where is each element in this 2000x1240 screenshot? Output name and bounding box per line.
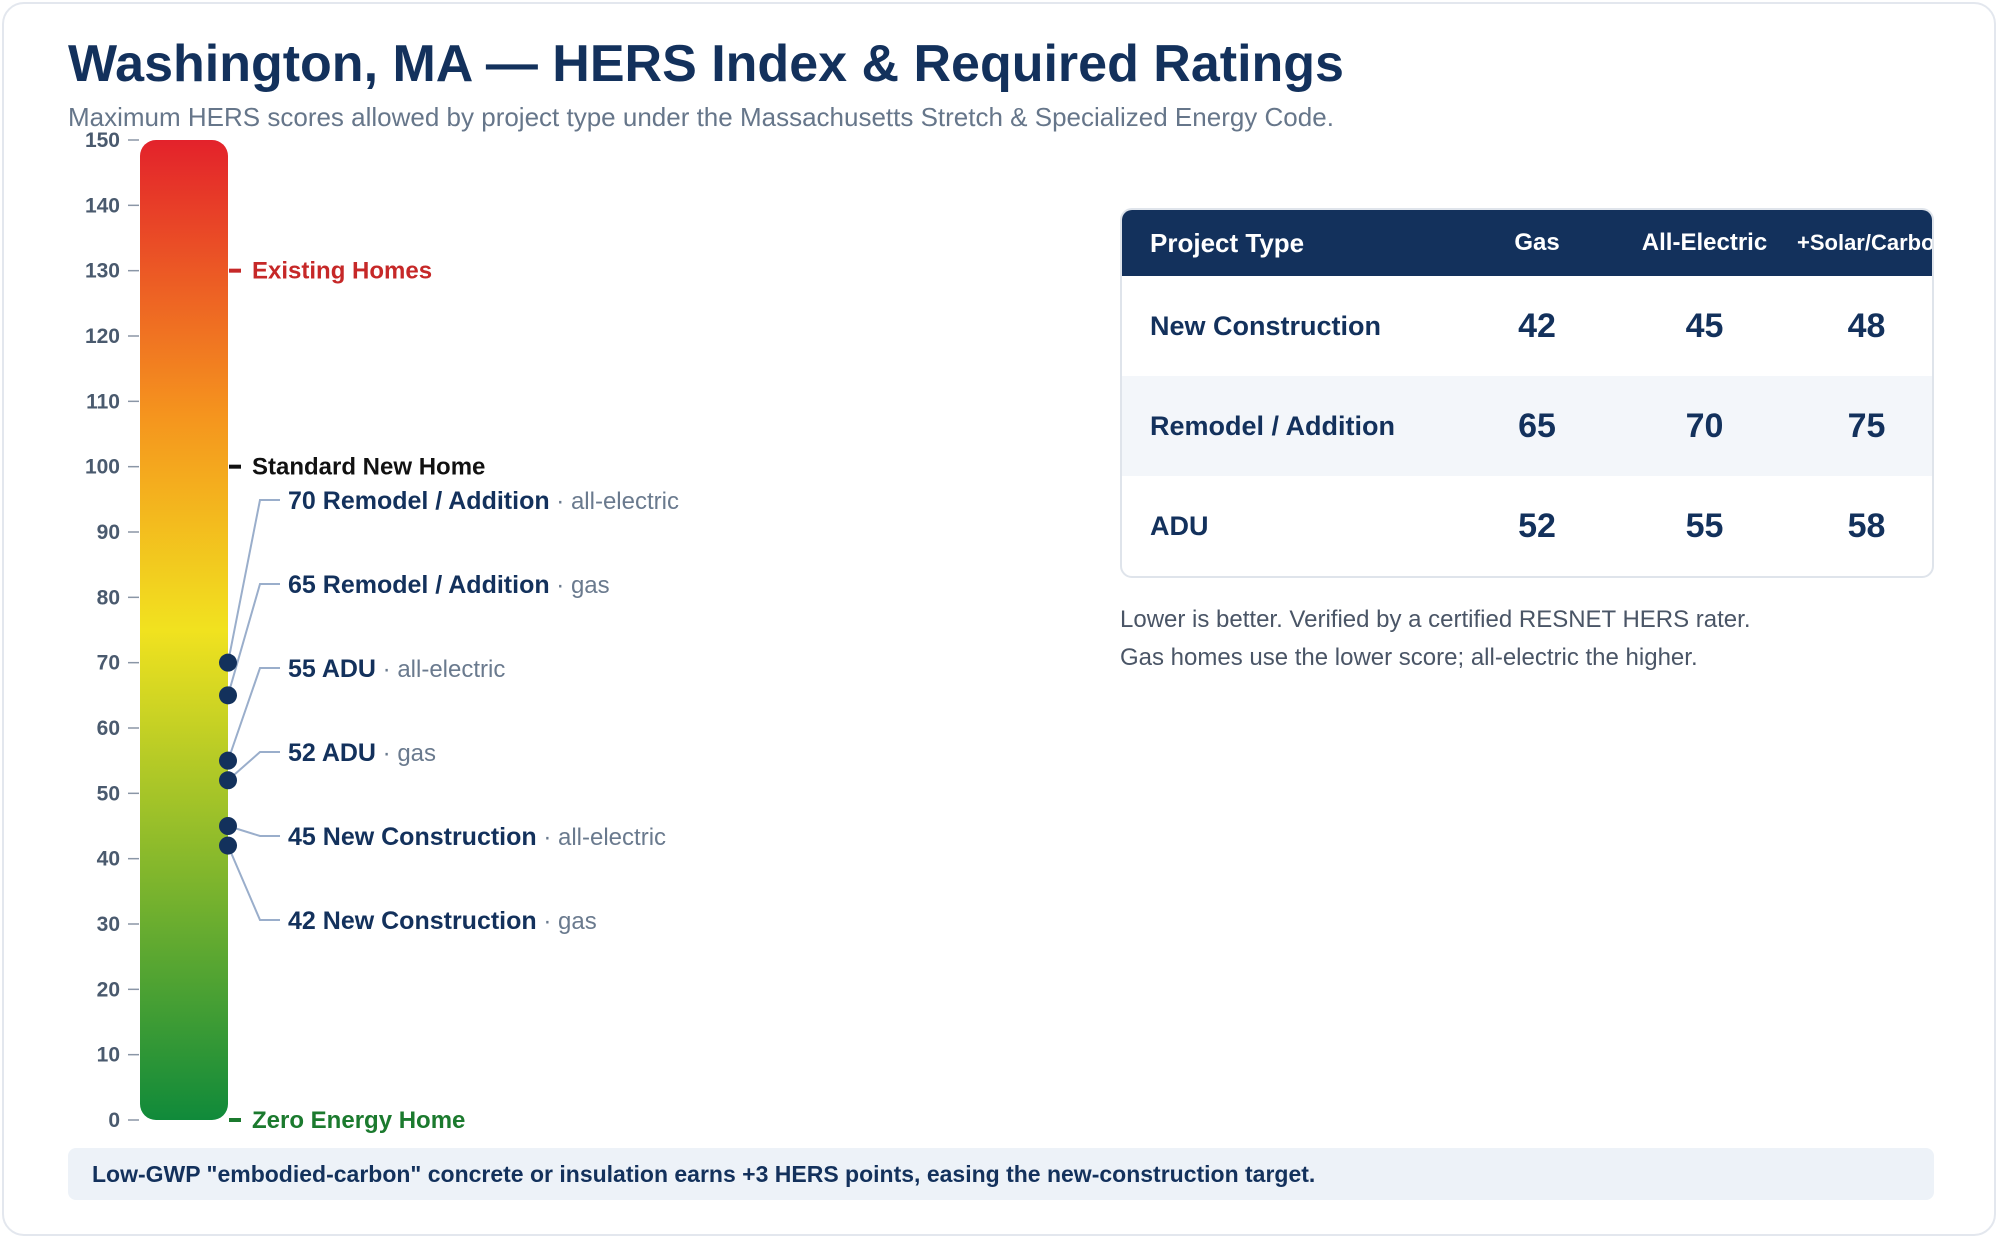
gauge-bar: [140, 140, 228, 1120]
marker-dot: [219, 751, 237, 770]
axis-tick-label: 130: [85, 260, 120, 283]
marker-name: Remodel / Addition: [323, 571, 550, 599]
axis-tick-label: 60: [97, 717, 120, 740]
marker-label: 45 New Construction · all-electric: [288, 823, 666, 851]
cell-all-electric: 55: [1685, 506, 1724, 545]
axis-tick-label: 150: [85, 129, 120, 152]
marker-name: ADU: [322, 655, 376, 683]
axis-tick-label: 40: [97, 848, 120, 871]
axis-tick-label: 120: [85, 325, 120, 348]
marker-separator: ·: [537, 824, 558, 851]
marker-separator: ·: [537, 908, 558, 935]
marker-fuel: gas: [571, 572, 610, 599]
cell-all-electric: 70: [1685, 406, 1724, 445]
marker-dot: [219, 686, 237, 705]
marker-label: 65 Remodel / Addition · gas: [288, 571, 610, 599]
axis-tick-label: 140: [85, 194, 120, 217]
cell-solar-carbon: 58: [1847, 506, 1886, 545]
hers-gauge-chart: 0 10 20 30 40 50 60 70 80 90 100 110 120 130 140 150 Ex…: [85, 129, 679, 1134]
cell-gas: 65: [1518, 406, 1556, 445]
leader-line: [227, 499, 280, 663]
marker-name: New Construction: [323, 907, 537, 935]
axis-tick-label: 90: [97, 521, 120, 544]
marker-fuel: gas: [397, 740, 436, 767]
marker-value: 45: [288, 823, 323, 851]
leader-line: [227, 583, 280, 696]
leader-line: [227, 825, 280, 837]
cell-all-electric: 45: [1685, 306, 1724, 345]
marker-label: 42 New Construction · gas: [288, 907, 597, 935]
leader-line: [227, 845, 280, 921]
marker-value: 52: [288, 739, 322, 767]
axis-tick-label: 0: [108, 1109, 120, 1132]
marker-value: 42: [288, 907, 323, 935]
marker-leaders: [227, 499, 280, 921]
note-gas-vs-electric: Gas homes use the lower score; all-elect…: [1120, 644, 1698, 671]
table-row: ADU 52 55 58: [1122, 476, 1932, 576]
reference-label: Existing Homes: [252, 258, 432, 285]
page-title: Washington, MA — HERS Index & Required R…: [68, 35, 1344, 93]
axis-tick-label: 10: [97, 1044, 120, 1067]
marker-dot: [219, 771, 237, 790]
marker-value: 65: [288, 571, 323, 599]
marker-label: 55 ADU · all-electric: [288, 655, 505, 683]
marker-separator: ·: [376, 656, 397, 683]
marker-fuel: gas: [558, 908, 597, 935]
axis-ticks: 0 10 20 30 40 50 60 70 80 90 100 110 120 130 140 150: [85, 129, 139, 1132]
marker-value: 55: [288, 655, 322, 683]
marker-fuel: all-electric: [571, 488, 679, 515]
marker-dot: [219, 836, 237, 855]
table-row: New Construction 42 45 48: [1122, 276, 1932, 376]
marker-name: Remodel / Addition: [323, 487, 550, 515]
marker-dot: [219, 653, 237, 672]
axis-tick-label: 100: [85, 456, 120, 479]
cell-project-type: ADU: [1150, 510, 1209, 541]
axis-tick-label: 70: [97, 652, 120, 675]
reference-label: Zero Energy Home: [252, 1107, 465, 1134]
cell-project-type: New Construction: [1150, 310, 1382, 341]
marker-name: ADU: [322, 739, 376, 767]
marker-separator: ·: [550, 488, 571, 515]
cell-gas: 42: [1518, 306, 1556, 345]
header-project-type: Project Type: [1150, 227, 1305, 258]
leader-line: [227, 667, 280, 761]
axis-tick-label: 110: [86, 390, 120, 413]
leader-line: [227, 751, 280, 782]
reference-lines: Existing Homes Standard New Home Zero Ener…: [229, 258, 485, 1134]
footer-callout: Low-GWP "embodied-carbon" concrete or in…: [68, 1148, 1934, 1200]
marker-dots: [219, 653, 237, 855]
marker-label: 52 ADU · gas: [288, 739, 436, 767]
marker-separator: ·: [376, 740, 397, 767]
cell-solar-carbon: 48: [1847, 306, 1886, 345]
table-row: Remodel / Addition 65 70 75: [1122, 376, 1932, 476]
header-gas: Gas: [1514, 229, 1560, 256]
table-header-row: Project Type Gas All-Electric +Solar/Car…: [1122, 210, 1934, 276]
header-all-electric: All-Electric: [1641, 229, 1768, 256]
cell-gas: 52: [1518, 506, 1556, 545]
note-lower-is-better: Lower is better. Verified by a certified…: [1120, 606, 1751, 633]
axis-tick-label: 50: [97, 782, 120, 805]
marker-label: 70 Remodel / Addition · all-electric: [288, 487, 679, 515]
cell-project-type: Remodel / Addition: [1150, 410, 1395, 441]
marker-separator: ·: [550, 572, 571, 599]
ratings-table: Project Type Gas All-Electric +Solar/Car…: [1120, 208, 1934, 578]
marker-labels: 70 Remodel / Addition · all-electric 65 R…: [288, 487, 679, 935]
marker-value: 70: [288, 487, 323, 515]
reference-label: Standard New Home: [252, 454, 485, 481]
marker-dot: [219, 817, 237, 835]
axis-tick-label: 80: [97, 586, 120, 609]
cell-solar-carbon: 75: [1847, 406, 1886, 445]
marker-fuel: all-electric: [558, 824, 666, 851]
marker-name: New Construction: [323, 823, 537, 851]
axis-tick-label: 30: [97, 913, 120, 936]
axis-tick-label: 20: [97, 978, 120, 1001]
marker-fuel: all-electric: [397, 656, 505, 683]
header-solar-carbon: +Solar/Carbon: [1797, 230, 1934, 255]
page-subtitle: Maximum HERS scores allowed by project t…: [68, 102, 1334, 132]
